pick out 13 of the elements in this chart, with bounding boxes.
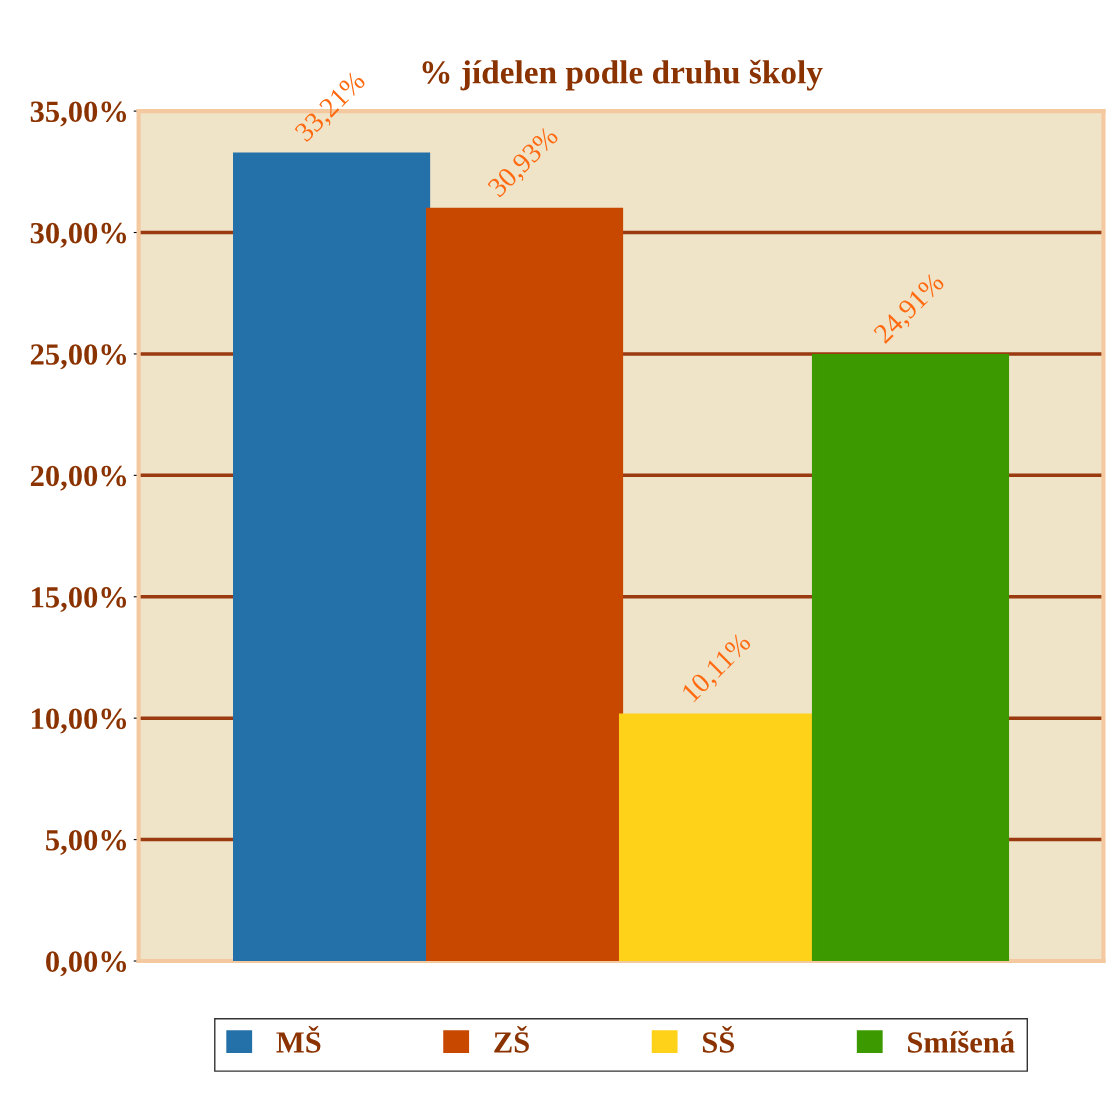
y-tick-label: 5,00% [46, 829, 127, 855]
y-tick-label: 35,00% [30, 101, 127, 127]
y-tick-label: 0,00% [46, 951, 127, 977]
chart-title: % jídelen podle druhu školy [422, 59, 823, 91]
y-tick-label: 10,00% [32, 708, 127, 734]
legend-label: SŠ [702, 1025, 735, 1053]
y-tick-label: 15,00% [32, 587, 127, 613]
y-tick-label: 20,00% [30, 465, 127, 491]
y-tick-label: 25,00% [30, 344, 127, 370]
y-tick-label: 30,00% [30, 222, 127, 248]
legend-label: Smíšená [908, 1030, 1015, 1053]
legend-label: ZŠ [494, 1025, 529, 1053]
legend-label: MŠ [276, 1025, 321, 1053]
